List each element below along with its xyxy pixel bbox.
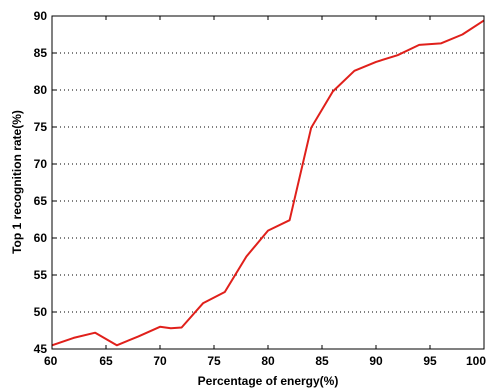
- plot-frame: [51, 15, 485, 350]
- y-tick-label: 45: [34, 342, 48, 356]
- y-tick-label: 55: [34, 268, 48, 282]
- series-line-0: [51, 19, 485, 347]
- x-tick-label: 100: [466, 354, 486, 368]
- y-tick-label: 60: [34, 231, 48, 245]
- y-tick-label: 50: [34, 305, 48, 319]
- y-tick-label: 85: [34, 46, 48, 60]
- y-tick-label: 80: [34, 83, 48, 97]
- y-tick-label: 75: [34, 120, 48, 134]
- x-axis: 60 65 70 75 80 85 90 95 100: [44, 16, 486, 368]
- x-axis-label: Percentage of energy(%): [198, 374, 339, 388]
- gridlines: [52, 52, 484, 313]
- y-axis-label: Top 1 recognition rate(%): [10, 110, 24, 254]
- y-axis: 45 50 55 60 65 70 75 80 85 90: [34, 9, 484, 356]
- x-tick-label: 90: [369, 354, 383, 368]
- x-tick-label: 65: [99, 354, 113, 368]
- y-tick-label: 70: [34, 157, 48, 171]
- x-tick-label: 70: [153, 354, 167, 368]
- series-group: [51, 19, 485, 347]
- x-tick-label: 60: [44, 354, 58, 368]
- y-tick-label: 65: [34, 194, 48, 208]
- x-tick-label: 95: [423, 354, 437, 368]
- x-tick-label: 80: [261, 354, 275, 368]
- y-tick-label: 90: [34, 9, 48, 23]
- x-tick-label: 75: [207, 354, 221, 368]
- x-tick-label: 85: [315, 354, 329, 368]
